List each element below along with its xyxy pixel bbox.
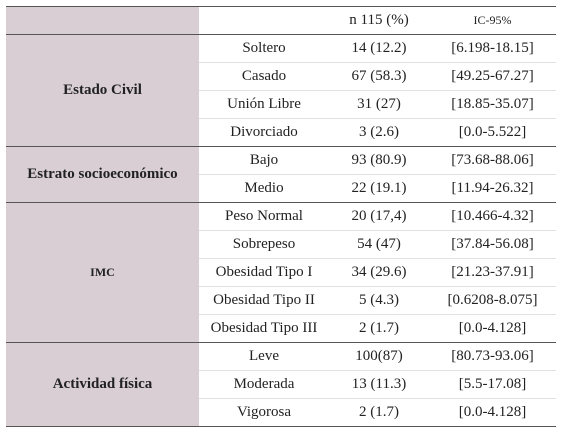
ci-cell: [5.5-17.08] bbox=[429, 370, 556, 399]
count-cell: 67 (58.3) bbox=[329, 62, 429, 91]
table-row: Casado 67 (58.3) [49.25-67.27] bbox=[6, 62, 556, 91]
ci-cell: [0.0-5.522] bbox=[429, 118, 556, 147]
corner-cell bbox=[6, 6, 199, 35]
category-cell: Moderada bbox=[199, 370, 329, 399]
category-cell: Bajo bbox=[199, 146, 329, 175]
table-row: Moderada 13 (11.3) [5.5-17.08] bbox=[6, 370, 556, 399]
count-cell: 100(87) bbox=[329, 342, 429, 371]
count-cell: 14 (12.2) bbox=[329, 34, 429, 63]
table-body: n 115 (%) IC-95% Estado Civil Soltero 14 (… bbox=[6, 6, 556, 427]
count-cell: 3 (2.6) bbox=[329, 118, 429, 147]
count-cell: 54 (47) bbox=[329, 230, 429, 259]
table-row: Estrato socioeconómico Bajo 93 (80.9) [73.6… bbox=[6, 146, 556, 203]
ci-cell: [37.84-56.08] bbox=[429, 230, 556, 259]
table-row: Obesidad Tipo I 34 (29.6) [21.23-37.91] bbox=[6, 258, 556, 287]
count-cell: 34 (29.6) bbox=[329, 258, 429, 287]
table-row: Obesidad Tipo III 2 (1.7) [0.0-4.128] bbox=[6, 314, 556, 343]
group-label: Estrato socioeconómico bbox=[6, 146, 199, 203]
ci-cell: [49.25-67.27] bbox=[429, 62, 556, 91]
ci-cell: [73.68-88.06] bbox=[429, 146, 556, 175]
table-row: Obesidad Tipo II 5 (4.3) [0.6208-8.075] bbox=[6, 286, 556, 315]
ci-cell: [11.94-26.32] bbox=[429, 174, 556, 203]
ci-cell: [6.198-18.15] bbox=[429, 34, 556, 63]
count-cell: 2 (1.7) bbox=[329, 314, 429, 343]
category-cell: Vigorosa bbox=[199, 398, 329, 427]
count-cell: 13 (11.3) bbox=[329, 370, 429, 399]
header-cell: n 115 (%) bbox=[329, 6, 429, 35]
category-cell: Peso Normal bbox=[199, 202, 329, 231]
table-row: Sobrepeso 54 (47) [37.84-56.08] bbox=[6, 230, 556, 259]
ci-cell: [80.73-93.06] bbox=[429, 342, 556, 371]
table-row: IMC Peso Normal 20 (17,4) [10.466-4.32] bbox=[6, 202, 556, 343]
count-cell: 93 (80.9) bbox=[329, 146, 429, 175]
table-row: Vigorosa 2 (1.7) [0.0-4.128] bbox=[6, 398, 556, 427]
ci-cell: [21.23-37.91] bbox=[429, 258, 556, 287]
category-cell: Sobrepeso bbox=[199, 230, 329, 259]
category-cell: Unión Libre bbox=[199, 90, 329, 119]
header-cell: IC-95% bbox=[429, 6, 556, 35]
data-table: n 115 (%) IC-95% Estado Civil Soltero 14 (… bbox=[6, 6, 556, 427]
count-cell: 2 (1.7) bbox=[329, 398, 429, 427]
ci-cell: [18.85-35.07] bbox=[429, 90, 556, 119]
count-cell: 31 (27) bbox=[329, 90, 429, 119]
ci-cell: [0.0-4.128] bbox=[429, 398, 556, 427]
group-label: IMC bbox=[6, 202, 199, 343]
table-row: Unión Libre 31 (27) [18.85-35.07] bbox=[6, 90, 556, 119]
table-row: Divorciado 3 (2.6) [0.0-5.522] bbox=[6, 118, 556, 147]
count-cell: 5 (4.3) bbox=[329, 286, 429, 315]
count-cell: 20 (17,4) bbox=[329, 202, 429, 231]
ci-cell: [0.6208-8.075] bbox=[429, 286, 556, 315]
category-cell: Obesidad Tipo I bbox=[199, 258, 329, 287]
ci-cell: [0.0-4.128] bbox=[429, 314, 556, 343]
count-cell: 22 (19.1) bbox=[329, 174, 429, 203]
table-row: Medio 22 (19.1) [11.94-26.32] bbox=[6, 174, 556, 203]
header-row: n 115 (%) IC-95% bbox=[6, 6, 556, 35]
table-row: Actividad física Leve 100(87) [80.73-93.06] bbox=[6, 342, 556, 427]
header-cell bbox=[199, 6, 329, 35]
group-label: Estado Civil bbox=[6, 34, 199, 147]
category-cell: Medio bbox=[199, 174, 329, 203]
table-row: Estado Civil Soltero 14 (12.2) [6.198-18.15… bbox=[6, 34, 556, 147]
category-cell: Casado bbox=[199, 62, 329, 91]
category-cell: Obesidad Tipo II bbox=[199, 286, 329, 315]
category-cell: Obesidad Tipo III bbox=[199, 314, 329, 343]
category-cell: Divorciado bbox=[199, 118, 329, 147]
group-label: Actividad física bbox=[6, 342, 199, 427]
category-cell: Leve bbox=[199, 342, 329, 371]
ci-cell: [10.466-4.32] bbox=[429, 202, 556, 231]
category-cell: Soltero bbox=[199, 34, 329, 63]
